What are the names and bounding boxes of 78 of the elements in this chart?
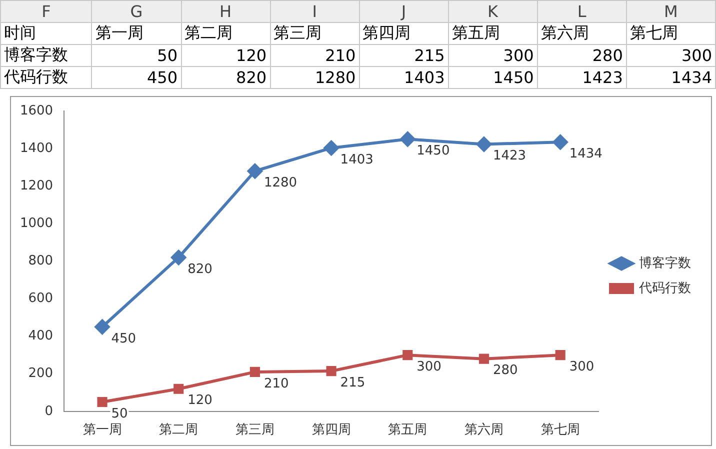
y-tick-label: 600 xyxy=(28,291,54,306)
data-label: 1450 xyxy=(416,144,450,159)
text: 第六周 xyxy=(537,22,626,44)
text: I xyxy=(270,0,360,22)
point xyxy=(97,396,108,408)
point xyxy=(476,136,492,152)
text: 120 xyxy=(181,44,270,66)
text: K xyxy=(448,0,538,22)
y-tick-label: 1400 xyxy=(20,140,54,156)
point xyxy=(324,140,339,156)
text: 50 xyxy=(92,44,182,66)
text: 1403 xyxy=(359,66,448,88)
point xyxy=(552,134,568,150)
data-label: 1403 xyxy=(340,152,374,168)
text: 时间 xyxy=(0,22,92,44)
text: 300 xyxy=(448,44,538,66)
legend-label: 博客字数 xyxy=(639,254,691,271)
point xyxy=(400,132,416,147)
x-tick-label: 第七周 xyxy=(540,422,580,438)
point xyxy=(250,366,260,378)
data-label: 210 xyxy=(264,376,289,392)
data-label: 300 xyxy=(569,359,594,374)
text: L xyxy=(537,0,626,22)
point xyxy=(94,319,110,334)
text: H xyxy=(181,0,270,22)
y-tick-label: 0 xyxy=(44,404,54,419)
data-label: 1280 xyxy=(264,175,298,190)
text: M xyxy=(626,0,716,22)
text: 1280 xyxy=(270,66,360,88)
text: 1450 xyxy=(448,66,538,88)
text: 第四周 xyxy=(359,22,448,44)
data-label: 300 xyxy=(416,359,442,374)
text: 第二周 xyxy=(181,22,270,44)
y-tick-label: 400 xyxy=(28,328,54,344)
text: F xyxy=(0,0,92,22)
data-label: 1423 xyxy=(492,148,526,164)
x-tick-label: 第五周 xyxy=(388,422,428,438)
y-tick-label: 200 xyxy=(28,366,54,382)
data-label: 450 xyxy=(111,331,136,346)
y-tick-label: 1600 xyxy=(20,103,54,118)
x-tick-label: 第六周 xyxy=(464,422,504,438)
text: 450 xyxy=(92,66,182,88)
data-label: 215 xyxy=(340,375,366,390)
y-tick-label: 1000 xyxy=(20,216,54,232)
data-label: 50 xyxy=(111,406,128,422)
text: G xyxy=(92,0,182,22)
text: 820 xyxy=(181,66,270,88)
point xyxy=(478,354,490,364)
text: 210 xyxy=(270,44,360,66)
point xyxy=(174,384,184,394)
y-tick-label: 800 xyxy=(28,254,54,269)
x-tick-label: 第一周 xyxy=(82,422,122,438)
text: 第七周 xyxy=(626,22,716,44)
point xyxy=(247,164,262,179)
data-label: 820 xyxy=(188,262,212,277)
point xyxy=(402,350,413,360)
point xyxy=(326,366,336,376)
text: 第三周 xyxy=(270,22,360,44)
text: 280 xyxy=(537,44,626,66)
x-tick-label: 第二周 xyxy=(159,422,198,438)
text: 代码行数 xyxy=(0,66,92,88)
data-label: 120 xyxy=(188,393,212,408)
point xyxy=(171,250,186,265)
text: J xyxy=(359,0,448,22)
text: 300 xyxy=(626,44,716,66)
text: 博客字数 xyxy=(0,44,92,66)
point xyxy=(555,350,566,360)
x-tick-label: 第三周 xyxy=(235,422,274,438)
text: 1423 xyxy=(537,66,626,88)
text: 第一周 xyxy=(92,22,182,44)
text: 215 xyxy=(359,44,448,66)
data-label: 1434 xyxy=(569,146,602,162)
legend-label: 代码行数 xyxy=(638,280,691,296)
text: 第五周 xyxy=(448,22,538,44)
text: 1434 xyxy=(626,66,716,88)
data-label: 280 xyxy=(492,363,518,378)
x-tick-label: 第四周 xyxy=(312,422,351,438)
y-tick-label: 1200 xyxy=(20,178,54,194)
